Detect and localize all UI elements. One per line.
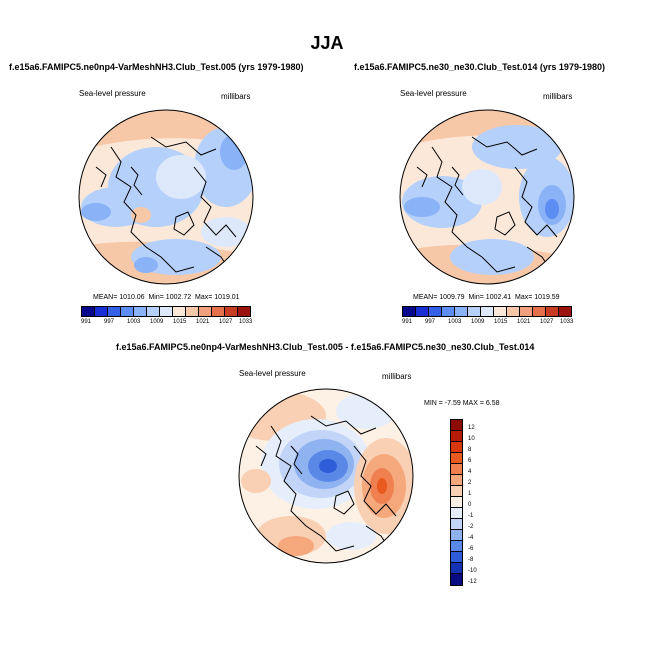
colorbar-swatch (225, 307, 238, 316)
colorbar-swatch (451, 574, 462, 585)
colorbar-swatch (451, 453, 462, 464)
colorbar-swatch (451, 431, 462, 442)
colorbar-swatch (451, 563, 462, 574)
colorbar-swatch (455, 307, 468, 316)
colorbar-swatch (95, 307, 108, 316)
colorbar-swatch (559, 307, 571, 316)
colorbar-swatch (82, 307, 95, 316)
panel-1-subtitle: f.e15a6.FAMIPC5.ne0np4-VarMeshNH3.Club_T… (9, 62, 304, 72)
panel-1-stats: MEAN= 1010.06 Min= 1002.72 Max= 1019.01 (93, 294, 240, 301)
colorbar-swatch (451, 541, 462, 552)
panel-2-stats: MEAN= 1009.79 Min= 1002.41 Max= 1019.59 (413, 294, 560, 301)
colorbar-swatch (199, 307, 212, 316)
difference-polar-map (238, 388, 414, 564)
panel-2-variable: Sea-level pressure (400, 89, 467, 98)
colorbar-swatch (442, 307, 455, 316)
colorbar-swatch (533, 307, 546, 316)
colorbar-swatch (134, 307, 147, 316)
colorbar-swatch (186, 307, 199, 316)
colorbar-swatch (108, 307, 121, 316)
difference-minmax: MIN = -7.59 MAX = 6.58 (424, 400, 500, 407)
panel-2-colorbar (402, 306, 572, 317)
difference-units: millibars (382, 372, 412, 381)
colorbar-swatch (546, 307, 559, 316)
panel-2-subtitle: f.e15a6.FAMIPC5.ne30_ne30.Club_Test.014 … (354, 62, 605, 72)
colorbar-swatch (451, 486, 462, 497)
colorbar-swatch (403, 307, 416, 316)
panel-2-polar-map (399, 109, 575, 285)
figure-title: JJA (310, 33, 344, 53)
difference-colorbar (450, 419, 463, 586)
panel-1-units: millibars (221, 92, 251, 101)
colorbar-swatch (429, 307, 442, 316)
colorbar-swatch (520, 307, 533, 316)
colorbar-swatch (451, 442, 462, 453)
colorbar-swatch (451, 420, 462, 431)
colorbar-swatch (451, 475, 462, 486)
colorbar-swatch (451, 552, 462, 563)
colorbar-swatch (212, 307, 225, 316)
colorbar-swatch (173, 307, 186, 316)
colorbar-swatch (451, 497, 462, 508)
colorbar-swatch (121, 307, 134, 316)
panel-1-polar-map (78, 109, 254, 285)
difference-colorbar-ticks: 12 10 8 6 4 2 1 0 -1 -2 -4 -6 -8 -10 -12 (468, 425, 477, 585)
difference-variable: Sea-level pressure (239, 369, 306, 378)
colorbar-swatch (147, 307, 160, 316)
difference-subtitle: f.e15a6.FAMIPC5.ne0np4-VarMeshNH3.Club_T… (116, 342, 535, 352)
colorbar-swatch (507, 307, 520, 316)
panel-1-variable: Sea-level pressure (79, 89, 146, 98)
colorbar-swatch (451, 464, 462, 475)
colorbar-swatch (451, 519, 462, 530)
colorbar-swatch (238, 307, 250, 316)
colorbar-swatch (481, 307, 494, 316)
colorbar-swatch (494, 307, 507, 316)
panel-1-colorbar (81, 306, 251, 317)
colorbar-swatch (468, 307, 481, 316)
panel-2-units: millibars (543, 92, 573, 101)
colorbar-swatch (451, 530, 462, 541)
colorbar-swatch (451, 508, 462, 519)
colorbar-swatch (416, 307, 429, 316)
colorbar-swatch (160, 307, 173, 316)
